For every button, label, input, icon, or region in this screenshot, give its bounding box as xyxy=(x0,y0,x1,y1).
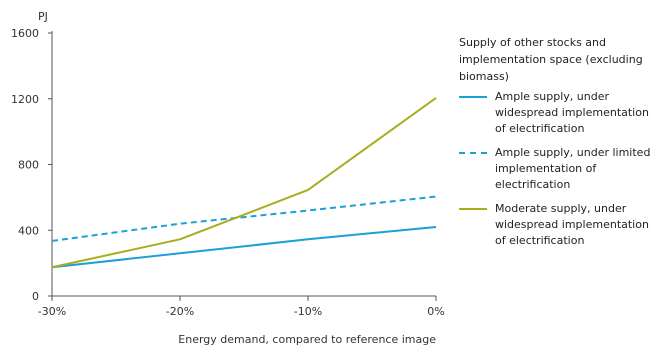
legend-swatch-ample-widespread xyxy=(459,96,487,98)
x-tick-label: -30% xyxy=(38,305,66,318)
y-tick-label: 1200 xyxy=(11,93,39,106)
x-tick-label: 0% xyxy=(427,305,444,318)
x-tick-label: -10% xyxy=(294,305,322,318)
legend: Supply of other stocks and implementatio… xyxy=(459,34,657,257)
legend-label-ample-widespread: Ample supply, under widespread implement… xyxy=(495,90,649,135)
legend-swatch-moderate-widespread xyxy=(459,208,487,210)
legend-item-ample-limited: Ample supply, under limited implementati… xyxy=(459,145,657,193)
series-line-moderate-widespread xyxy=(51,97,437,269)
x-axis-title: Energy demand, compared to reference ima… xyxy=(178,333,436,346)
x-axis: -30% -20% -10% 0% xyxy=(38,295,445,318)
y-tick-label: 400 xyxy=(18,224,39,237)
legend-label-moderate-widespread: Moderate supply, under widespread implem… xyxy=(495,202,649,247)
y-tick-label: 1600 xyxy=(11,27,39,40)
y-axis-unit: PJ xyxy=(38,10,48,23)
y-tick-label: 800 xyxy=(18,159,39,172)
x-tick-label: -20% xyxy=(166,305,194,318)
legend-item-ample-widespread: Ample supply, under widespread implement… xyxy=(459,89,657,137)
legend-title: Supply of other stocks and implementatio… xyxy=(459,36,643,83)
legend-swatch-ample-limited xyxy=(459,152,487,154)
series-line-ample-limited xyxy=(51,195,437,242)
legend-item-moderate-widespread: Moderate supply, under widespread implem… xyxy=(459,201,657,249)
y-tick-label: 0 xyxy=(32,290,39,303)
series-lines xyxy=(51,97,437,269)
series-line-ample-widespread xyxy=(51,225,437,269)
legend-label-ample-limited: Ample supply, under limited implementati… xyxy=(495,146,651,191)
y-axis: 0 400 800 1200 1600 xyxy=(11,27,53,303)
